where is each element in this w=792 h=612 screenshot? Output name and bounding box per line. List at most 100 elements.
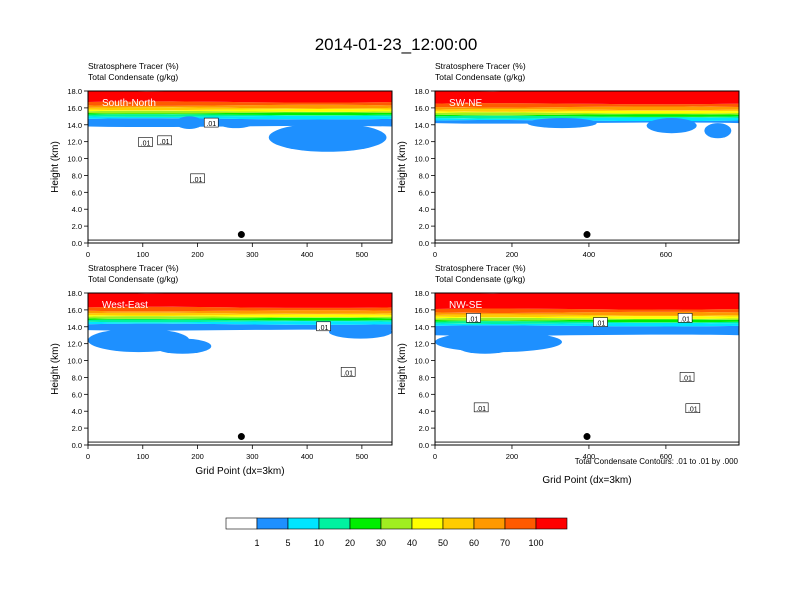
contour-label-box [473, 402, 489, 413]
contour-label: .01 [206, 121, 216, 128]
location-marker [583, 433, 591, 441]
y-tick-label: 14.0 [414, 323, 429, 332]
y-tick-label: 16.0 [414, 306, 429, 315]
y-tick-label: 4.0 [72, 205, 82, 214]
tracer-band-10 [435, 91, 739, 105]
tracer-band-9 [88, 306, 392, 312]
contour-label: .01 [193, 177, 203, 184]
colorbar-label: 5 [285, 538, 290, 548]
tracer-blob-3 [704, 123, 732, 139]
contour-label: .01 [141, 141, 151, 148]
colorbar-label: 60 [469, 538, 479, 548]
x-tick-label: 0 [86, 452, 90, 461]
y-tick-label: 2.0 [419, 222, 429, 231]
tracer-blob-2 [458, 340, 512, 354]
location-marker [237, 231, 245, 239]
location-marker [237, 433, 245, 441]
tracer-band-8 [435, 106, 739, 111]
y-tick-label: 2.0 [72, 222, 82, 231]
y-tick-label: 8.0 [72, 171, 82, 180]
tracer-blob-2 [153, 338, 212, 354]
y-tick-label: 2.0 [72, 424, 82, 433]
tracer-band-7 [435, 109, 739, 112]
plot-frame [87, 292, 393, 446]
x-tick-label: 200 [506, 452, 519, 461]
plot-area [88, 91, 392, 241]
panel-title-line1: Stratosphere Tracer (%) [88, 61, 179, 71]
y-tick-label: 2.0 [419, 424, 429, 433]
y-tick-label: 10.0 [414, 357, 429, 366]
panel-label: NW-SE [449, 300, 482, 311]
plot-area [88, 293, 392, 443]
y-tick-label: 12.0 [414, 138, 429, 147]
tracer-band-5 [88, 316, 392, 319]
x-tick-label: 0 [433, 250, 437, 259]
contour-label-box [685, 403, 701, 413]
panel-title-line1: Stratosphere Tracer (%) [435, 61, 526, 71]
plot-frame [434, 90, 740, 244]
x-tick-label: 200 [191, 452, 204, 461]
colorbar-label: 30 [376, 538, 386, 548]
tracer-band-10 [88, 293, 392, 308]
y-tick-label: 4.0 [419, 407, 429, 416]
x-tick-label: 600 [660, 452, 673, 461]
tracer-band-6 [88, 109, 392, 112]
contour-label-box [593, 317, 608, 327]
tracer-band-9 [88, 101, 392, 106]
tracer-band-3 [435, 321, 739, 324]
y-tick-label: 6.0 [72, 188, 82, 197]
x-tick-label: 500 [356, 452, 369, 461]
tracer-band-2 [435, 322, 739, 327]
y-tick-label: 0.0 [72, 441, 82, 450]
y-tick-label: 0.0 [72, 239, 82, 248]
panel-title-line1: Stratosphere Tracer (%) [435, 263, 526, 273]
tracer-band-3 [88, 114, 392, 117]
tracer-blob-3 [268, 123, 387, 152]
tracer-band-2 [88, 115, 392, 120]
plot-area [435, 293, 739, 443]
colorbar-cell [442, 517, 475, 530]
x-tick-label: 600 [660, 250, 673, 259]
tracer-band-8 [435, 311, 739, 316]
tracer-band-6 [88, 314, 392, 318]
tracer-band-4 [435, 319, 739, 323]
y-tick-label: 14.0 [414, 121, 429, 130]
tracer-band-4 [88, 112, 392, 116]
tracer-blob-1 [527, 118, 597, 129]
plot-frame [87, 90, 393, 244]
y-tick-label: 6.0 [72, 390, 82, 399]
y-tick-label: 18.0 [414, 87, 429, 96]
colorbar-cell [349, 517, 382, 530]
tracer-blob-1 [175, 116, 204, 129]
y-tick-label: 12.0 [67, 340, 82, 349]
y-tick-label: 14.0 [67, 121, 82, 130]
panel-4: .01 .01 .01 .01 .01 .01 NW-SE Stratosphere Trac… [397, 263, 740, 486]
panel-2: SW-NE Stratosphere Tracer (%)Total Conden… [397, 61, 740, 259]
x-axis-label: Grid Point (dx=3km) [542, 475, 631, 486]
y-tick-label: 6.0 [419, 390, 429, 399]
y-tick-label: 4.0 [72, 407, 82, 416]
y-tick-label: 8.0 [72, 373, 82, 382]
main-title: 2014-01-23_12:00:00 [315, 35, 478, 54]
y-tick-label: 12.0 [67, 138, 82, 147]
panel-title-line2: Total Condensate (g/kg) [435, 72, 525, 82]
tracer-band-9 [435, 308, 739, 313]
x-tick-label: 300 [246, 452, 259, 461]
y-tick-label: 18.0 [67, 289, 82, 298]
colorbar-cell [256, 517, 289, 530]
x-tick-label: 300 [246, 250, 259, 259]
tracer-band-5 [435, 317, 739, 321]
tracer-band-6 [435, 110, 739, 114]
contour-label-box [203, 117, 219, 128]
contour-label: .01 [680, 316, 690, 323]
contour-label-box [466, 313, 481, 323]
x-tick-label: 500 [356, 250, 369, 259]
tracer-band-4 [435, 114, 739, 117]
colorbar-label: 40 [407, 538, 417, 548]
tracer-band-9 [435, 103, 739, 108]
panels: .01 .01 .01 .01 South-North Stratosphere Trac… [50, 61, 740, 486]
tracer-band-7 [435, 314, 739, 318]
y-tick-label: 18.0 [67, 87, 82, 96]
contour-label-box [138, 137, 153, 147]
